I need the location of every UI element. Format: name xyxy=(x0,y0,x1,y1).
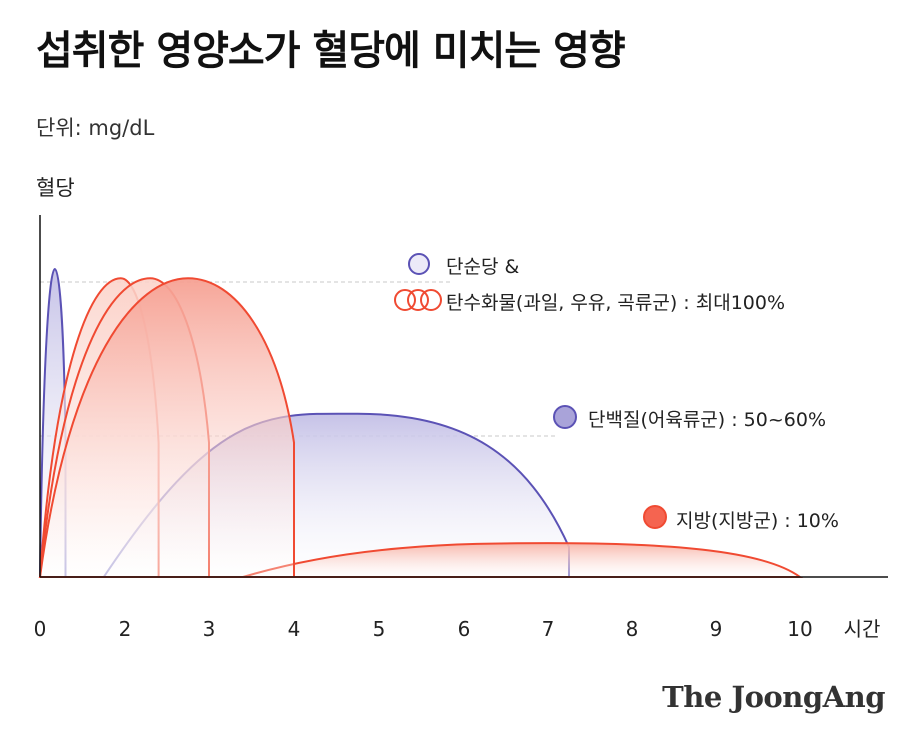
x-tick-label: 5 xyxy=(373,617,386,641)
chart-title: 섭취한 영양소가 혈당에 미치는 영향 xyxy=(36,28,626,74)
x-tick-label: 9 xyxy=(710,617,723,641)
legend-marker-carbohydrate xyxy=(394,289,416,311)
series-area-5 xyxy=(242,542,804,578)
legend-label-protein: 단백질(어육류군) : 50~60% xyxy=(588,409,826,431)
legend-marker-carbohydrate xyxy=(420,289,442,311)
x-axis-label: 시간 xyxy=(844,617,881,641)
legend-markers xyxy=(394,253,667,529)
legend-label-simple-sugar: 단순당 & xyxy=(446,256,520,278)
x-tick-label: 7 xyxy=(542,617,555,641)
y-axis-label: 혈당 xyxy=(36,176,75,200)
x-tick-label: 6 xyxy=(458,617,471,641)
x-tick-label: 4 xyxy=(288,617,301,641)
axes xyxy=(39,215,888,578)
legend-marker-fat xyxy=(643,505,667,529)
legend-marker-simple-sugar xyxy=(408,253,430,275)
x-tick-label: 2 xyxy=(119,617,132,641)
x-tick-label: 0 xyxy=(34,617,47,641)
x-tick-label: 10 xyxy=(787,617,812,641)
legend-label-carbohydrate: 탄수화물(과일, 우유, 곡류군) : 최대100% xyxy=(446,292,786,314)
legend-label-fat: 지방(지방군) : 10% xyxy=(676,510,839,532)
series-area-3 xyxy=(38,277,295,578)
x-tick-label: 8 xyxy=(626,617,639,641)
unit-label: 단위: mg/dL xyxy=(36,116,155,140)
legend-marker-protein xyxy=(553,405,577,429)
legend-marker-carbohydrate xyxy=(407,289,429,311)
x-tick-label: 3 xyxy=(203,617,216,641)
area-series xyxy=(38,267,804,578)
brand-logo: The JoongAng xyxy=(662,680,885,714)
x-tick-labels: 0 2 3 4 5 6 7 8 9 10 시간 xyxy=(34,617,881,641)
